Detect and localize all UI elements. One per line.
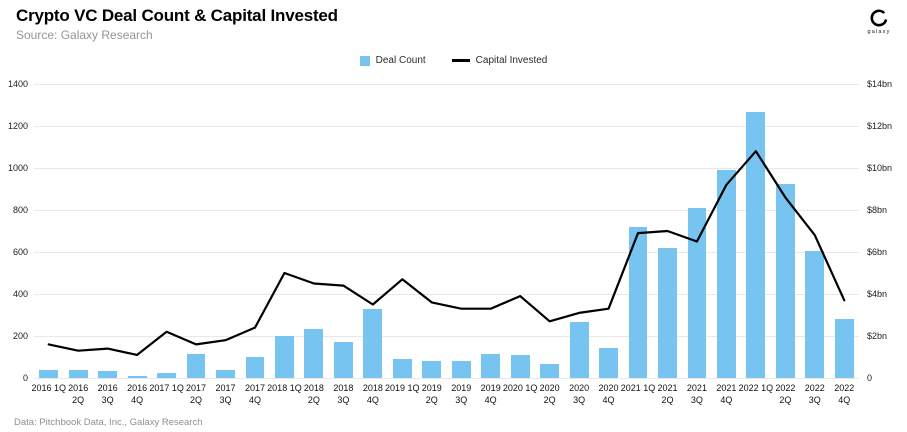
capital-invested-swatch-icon	[451, 59, 470, 62]
deal-count-bar[interactable]	[481, 353, 501, 378]
x-axis-label: 2019 3Q	[451, 383, 472, 405]
deal-count-swatch-icon	[359, 55, 370, 66]
y-axis-left-label: 400	[12, 289, 28, 299]
data-note: Data: Pitchbook Data, Inc., Galaxy Resea…	[14, 417, 203, 428]
gridline	[34, 168, 859, 169]
deal-count-bar[interactable]	[805, 250, 825, 378]
y-axis-right-label: $8bn	[867, 205, 888, 215]
y-axis-left-label: 200	[12, 331, 28, 341]
legend-item-deal-count[interactable]: Deal Count	[359, 55, 426, 66]
y-axis-left-label: 0	[22, 373, 28, 383]
deal-count-bar[interactable]	[39, 369, 59, 378]
x-axis-label: 2021 1Q	[620, 383, 656, 393]
x-axis-label: 2018 4Q	[362, 383, 383, 405]
deal-count-bar[interactable]	[716, 170, 736, 378]
x-axis-label: 2016 3Q	[97, 383, 118, 405]
deal-count-bar[interactable]	[363, 308, 383, 378]
chart-area: 0 200 400 600 800 1000 1200 1400 0 $2bn $4bn $6bn $…	[8, 79, 892, 405]
deal-count-bar[interactable]	[245, 357, 265, 378]
deal-count-bar[interactable]	[569, 322, 589, 378]
x-axis-label: 2016 1Q	[31, 383, 66, 393]
deal-count-bar[interactable]	[127, 375, 147, 378]
x-axis-label: 2019 2Q	[421, 383, 442, 405]
x-axis-label: 2017 3Q	[215, 383, 236, 405]
deal-count-bars	[34, 84, 859, 378]
y-axis-right-label: 0	[867, 373, 873, 383]
legend-item-capital-invested[interactable]: Capital Invested	[451, 55, 548, 66]
deal-count-bar[interactable]	[186, 353, 206, 378]
x-axis-label: 2022 2Q	[775, 383, 796, 405]
x-axis-label: 2021 3Q	[686, 383, 707, 405]
y-axis-right-label: $6bn	[867, 247, 888, 257]
deal-count-bar[interactable]	[510, 354, 530, 378]
x-axis: 2016 1Q 2016 2Q 2016 3Q 2016 4Q 2017 1Q 2017 2Q 20…	[31, 378, 859, 405]
deal-count-bar[interactable]	[599, 347, 618, 378]
y-axis-right-label: $12bn	[867, 121, 893, 131]
x-axis-label: 2019 1Q	[385, 383, 420, 393]
gridline	[34, 210, 859, 211]
x-axis-label: 2017 1Q	[149, 383, 184, 393]
galaxy-logo: galaxy	[861, 8, 897, 35]
y-axis-right-label: $10bn	[867, 163, 893, 173]
x-axis-label: 2018 1Q	[267, 383, 302, 393]
x-axis-label: 2017 4Q	[244, 383, 265, 405]
x-axis-label: 2019 4Q	[480, 383, 501, 405]
gridline	[34, 294, 859, 295]
galaxy-logo-label: galaxy	[867, 29, 891, 35]
deal-count-bar[interactable]	[392, 359, 412, 378]
gridline	[34, 252, 859, 253]
deal-count-bar[interactable]	[216, 369, 235, 378]
x-axis-label: 2017 2Q	[186, 383, 207, 405]
gridline	[34, 84, 859, 85]
x-axis-label: 2018 3Q	[333, 383, 354, 405]
x-axis-label: 2020 3Q	[569, 383, 590, 405]
x-axis-label: 2021 4Q	[716, 383, 737, 405]
deal-count-bar[interactable]	[422, 361, 442, 378]
x-axis-label: 2020 4Q	[598, 383, 619, 405]
x-axis-label: 2022 4Q	[834, 383, 855, 405]
y-axis-left-label: 1400	[7, 79, 28, 89]
deal-count-bar[interactable]	[304, 328, 324, 378]
x-axis-label: 2016 4Q	[127, 383, 148, 405]
y-axis-left-label: 1200	[7, 121, 28, 131]
gridline	[34, 336, 859, 337]
deal-count-bar[interactable]	[451, 361, 471, 378]
deal-count-bar[interactable]	[746, 112, 766, 378]
page-title: Crypto VC Deal Count & Capital Invested	[16, 6, 338, 25]
x-axis-label: 2020 2Q	[539, 383, 560, 405]
gridline	[34, 126, 859, 127]
y-axis-right-label: $14bn	[867, 79, 893, 89]
y-axis-left-label: 1000	[7, 163, 28, 173]
legend-label-capital-invested: Capital Invested	[475, 55, 548, 66]
deal-count-bar[interactable]	[333, 342, 353, 378]
y-axis-left-label: 800	[12, 205, 28, 215]
deal-count-bar[interactable]	[68, 369, 88, 378]
x-axis-label: 2022 3Q	[804, 383, 825, 405]
legend-label-deal-count: Deal Count	[375, 55, 426, 66]
gridline	[34, 378, 859, 379]
deal-count-bar[interactable]	[775, 183, 795, 378]
capital-invested-line	[34, 84, 859, 378]
x-axis-label: 2018 2Q	[303, 383, 324, 405]
deal-count-bar[interactable]	[658, 247, 677, 378]
x-axis-label: 2022 1Q	[738, 383, 774, 393]
deal-count-bar[interactable]	[834, 319, 854, 378]
deal-count-bar[interactable]	[628, 226, 648, 378]
y-axis-right-label: $4bn	[867, 289, 888, 299]
x-axis-label: 2016 2Q	[68, 383, 89, 405]
deal-count-bar[interactable]	[275, 336, 294, 378]
galaxy-logo-icon	[870, 9, 888, 27]
chart-source: Source: Galaxy Research	[16, 28, 153, 42]
x-axis-label: 2020 1Q	[502, 383, 538, 393]
deal-count-bar[interactable]	[98, 370, 118, 378]
y-axis-right-label: $2bn	[867, 331, 888, 341]
deal-count-bar[interactable]	[687, 207, 707, 378]
legend: Deal Count Capital Invested	[0, 55, 907, 66]
deal-count-bar[interactable]	[540, 364, 560, 378]
deal-count-bar[interactable]	[157, 372, 176, 378]
y-axis-left-label: 600	[12, 247, 28, 257]
x-axis-label: 2021 2Q	[657, 383, 678, 405]
